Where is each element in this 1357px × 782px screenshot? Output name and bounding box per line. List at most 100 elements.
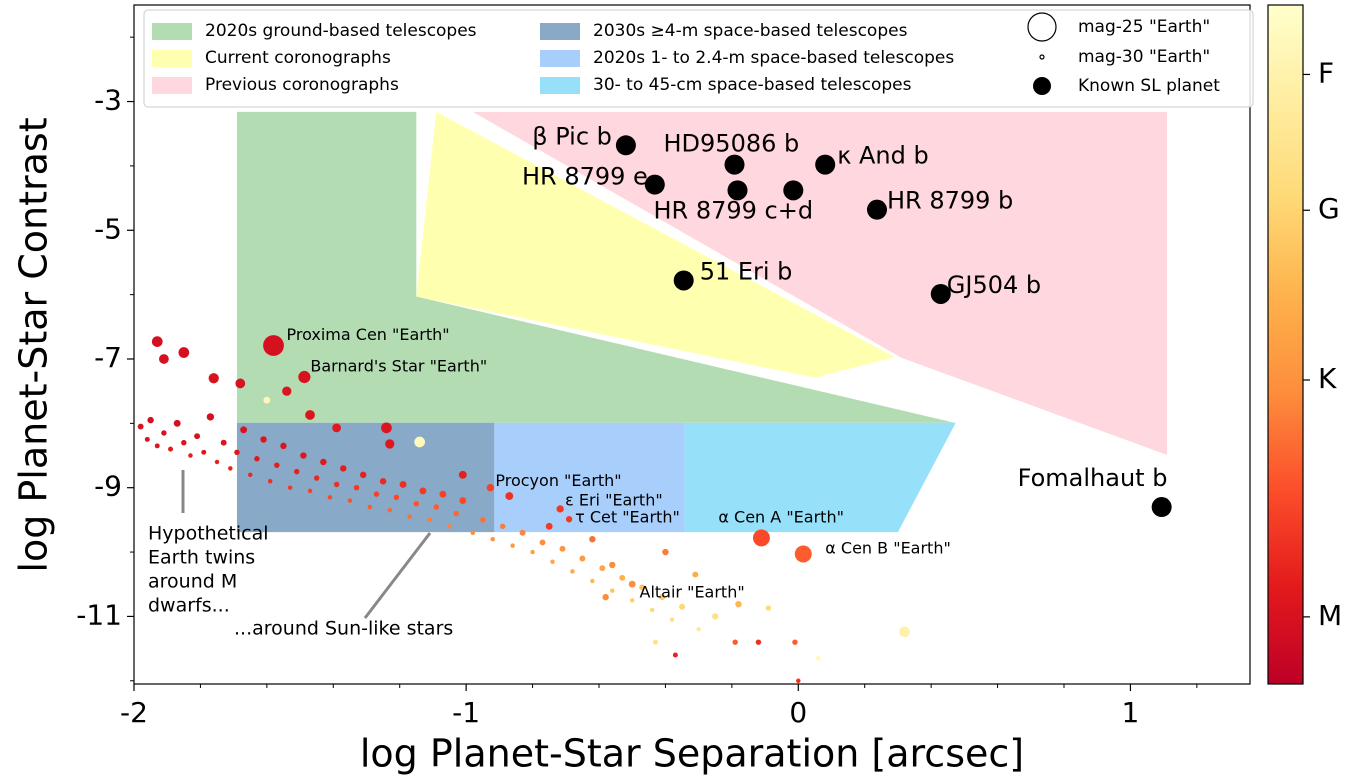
star-point <box>173 419 181 427</box>
star-point <box>379 478 387 485</box>
earth-point <box>752 529 770 547</box>
earth-point <box>263 335 284 356</box>
planet-label: 51 Eri b <box>700 257 793 285</box>
star-point <box>307 488 313 494</box>
y-tick-label: -5 <box>94 212 122 245</box>
star-point <box>206 413 215 421</box>
star-point <box>609 561 616 569</box>
star-point <box>662 548 669 556</box>
planet-point <box>673 270 694 291</box>
earth-label: Barnard's Star "Earth" <box>310 357 487 376</box>
legend-label: mag-30 "Earth" <box>1078 47 1210 67</box>
planet-point <box>644 174 665 195</box>
star-point <box>159 354 169 364</box>
earth-label: Proxima Cen "Earth" <box>287 325 450 344</box>
planet-label: HR 8799 b <box>887 187 1013 215</box>
star-point <box>332 423 342 433</box>
star-point <box>619 574 626 581</box>
star-point <box>367 504 373 510</box>
star-point <box>458 470 467 479</box>
planet-point <box>815 154 836 175</box>
star-point <box>194 433 201 440</box>
legend-label: Known SL planet <box>1078 76 1220 96</box>
star-point <box>579 555 586 562</box>
star-point <box>792 639 798 645</box>
planet-label: HR 8799 e <box>522 163 648 191</box>
star-point <box>340 465 347 472</box>
star-point <box>399 481 407 488</box>
star-point <box>240 426 248 434</box>
y-tick-label: -3 <box>94 84 122 117</box>
star-point <box>168 446 174 452</box>
star-point <box>505 492 514 500</box>
earth-point <box>565 516 573 523</box>
star-point <box>815 655 821 661</box>
star-point <box>234 449 240 456</box>
region <box>684 422 956 533</box>
star-point <box>669 617 675 622</box>
star-point <box>201 449 207 455</box>
star-point <box>359 471 367 479</box>
planet-label: κ And b <box>837 142 929 170</box>
star-point <box>459 497 467 505</box>
colorbar-tick-label: G <box>1318 192 1340 225</box>
star-point <box>590 578 595 584</box>
star-point <box>208 373 219 384</box>
legend-label: 2020s ground-based telescopes <box>205 21 477 41</box>
star-point <box>659 594 666 601</box>
star-point <box>407 514 412 519</box>
legend-label: mag-25 "Earth" <box>1078 17 1210 37</box>
star-point <box>672 652 678 658</box>
x-tick-label: 1 <box>1122 696 1140 729</box>
star-point <box>305 410 315 420</box>
star-point <box>161 430 167 436</box>
y-tick-label: -9 <box>94 470 122 503</box>
star-point <box>385 439 395 449</box>
plot-frame <box>133 4 1251 685</box>
star-point <box>539 539 546 546</box>
star-point <box>300 452 307 459</box>
star-point <box>639 584 646 591</box>
star-point <box>480 517 486 523</box>
star-point <box>263 396 271 404</box>
star-point <box>178 347 190 358</box>
star-point <box>732 639 738 645</box>
legend-label: 2030s ≥4-m space-based telescopes <box>593 21 908 41</box>
star-point <box>652 639 658 645</box>
star-point <box>144 436 150 442</box>
star-point <box>570 569 575 574</box>
star-point <box>550 559 555 564</box>
colorbar-tick-label: K <box>1318 362 1337 395</box>
star-point <box>254 456 260 462</box>
legend-box <box>143 9 1254 108</box>
star-point <box>414 436 426 448</box>
star-point <box>490 536 495 542</box>
star-point <box>320 458 327 466</box>
star-point <box>260 436 267 443</box>
annotation: Hypothetical <box>148 523 269 545</box>
planet-label: Fomalhaut b <box>1018 464 1168 492</box>
regions <box>236 111 1167 533</box>
star-point <box>447 524 452 529</box>
annotation: around M <box>148 571 237 593</box>
planet-label: β Pic b <box>532 122 612 150</box>
x-tick-label: 0 <box>789 696 807 729</box>
star-point <box>333 481 340 488</box>
star-point <box>649 607 655 613</box>
star-point <box>327 495 333 500</box>
star-point <box>629 598 635 603</box>
star-point <box>599 565 606 572</box>
region <box>416 111 895 378</box>
star-point <box>387 507 392 513</box>
star-point <box>679 603 685 610</box>
star-point <box>235 378 246 389</box>
earth-label: α Cen B "Earth" <box>825 538 951 557</box>
marks: Proxima Cen "Earth" Barnard's Star "Earth… <box>137 122 1172 684</box>
star-point <box>313 475 320 481</box>
legend-marker <box>1033 77 1051 95</box>
star-point <box>287 485 293 490</box>
star-point <box>589 535 596 543</box>
legend-swatch <box>152 50 192 67</box>
annotation: Earth twins <box>148 547 255 569</box>
